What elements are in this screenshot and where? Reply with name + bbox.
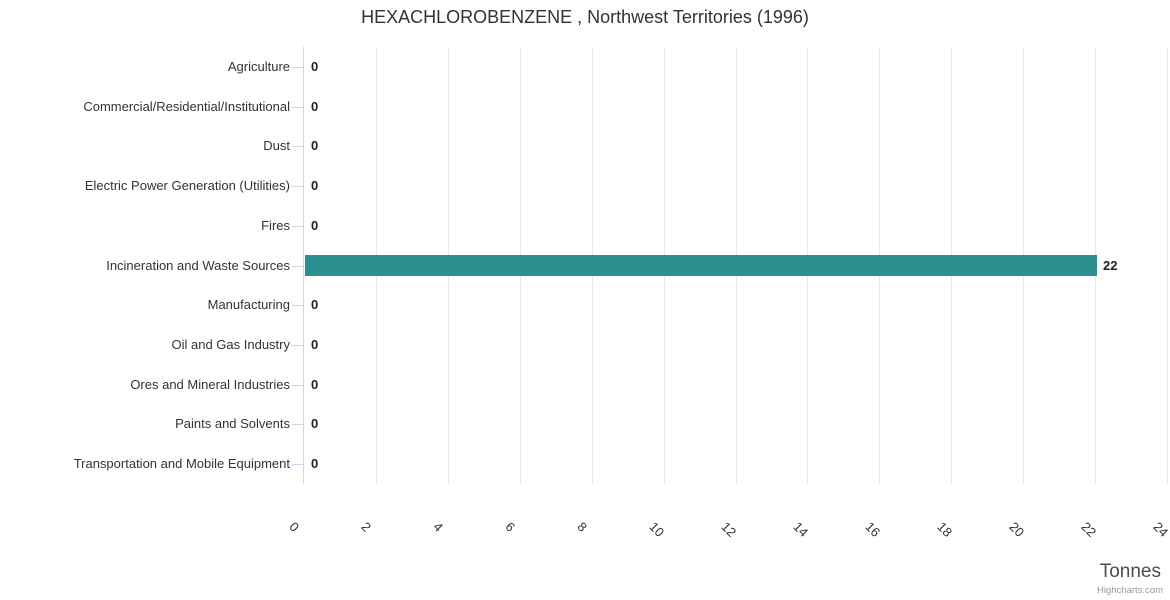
- bar[interactable]: [305, 255, 1097, 276]
- value-axis-tick-label: 20: [1006, 519, 1028, 540]
- highcharts-credit-link[interactable]: Highcharts.com: [1097, 585, 1163, 596]
- category-tick: [292, 66, 303, 68]
- bar-value-label: 0: [311, 336, 319, 352]
- category-tick: [292, 225, 303, 227]
- category-tick: [292, 265, 303, 267]
- value-axis-tick-label: 8: [574, 519, 591, 535]
- category-label: Electric Power Generation (Utilities): [84, 178, 290, 194]
- value-axis-tick-label: 4: [430, 519, 447, 535]
- value-axis-tick-label: 12: [718, 519, 740, 540]
- bar-value-label: 22: [1103, 257, 1118, 273]
- bar-value-label: 0: [311, 416, 319, 432]
- value-axis-tick-label: 18: [934, 519, 956, 540]
- category-tick: [292, 305, 303, 307]
- bar-value-label: 0: [311, 138, 319, 154]
- value-axis-labels: 0 2 4 6 8 10 12 14 16 18 20 22 24: [286, 519, 1170, 579]
- value-axis-title: Tonnes: [1099, 561, 1161, 582]
- value-axis-tick-label: 24: [1150, 519, 1170, 540]
- category-tick: [292, 384, 303, 386]
- bar-value-label: 0: [311, 376, 319, 392]
- value-axis-tick-label: 10: [646, 519, 668, 540]
- value-axis-tick-label: 22: [1078, 519, 1100, 540]
- category-tick: [292, 344, 303, 346]
- category-label: Paints and Solvents: [175, 416, 290, 432]
- category-tick: [292, 146, 303, 148]
- category-label: Fires: [261, 217, 290, 233]
- category-label: Dust: [263, 138, 290, 154]
- bar-value-label: 0: [311, 456, 319, 472]
- bar-value-label: 0: [311, 297, 319, 313]
- category-label: Agriculture: [227, 58, 290, 74]
- value-axis-tick-label: 0: [286, 519, 303, 535]
- bar-value-label: 0: [311, 178, 319, 194]
- category-tick: [292, 186, 303, 188]
- bar-value-label: 0: [311, 98, 319, 114]
- value-axis-tick-label: 14: [790, 519, 812, 540]
- category-label: Transportation and Mobile Equipment: [73, 456, 290, 472]
- value-axis-tick-label: 16: [862, 519, 884, 540]
- category-tick: [292, 424, 303, 426]
- plot-area: 0 0 0 0 0 22 0 0 0 0 0: [303, 47, 1168, 484]
- value-axis-tick-label: 6: [502, 519, 519, 535]
- category-tick: [292, 464, 303, 466]
- category-label: Oil and Gas Industry: [171, 336, 291, 352]
- category-tick: [292, 106, 303, 108]
- category-label: Ores and Mineral Industries: [130, 376, 290, 392]
- category-label: Manufacturing: [207, 297, 290, 313]
- category-label: Incineration and Waste Sources: [106, 257, 290, 273]
- bar-value-label: 0: [311, 217, 319, 233]
- gridline: [1167, 47, 1168, 484]
- value-axis-tick-label: 2: [358, 519, 375, 535]
- bar-value-label: 0: [311, 58, 319, 74]
- chart-title: HEXACHLOROBENZENE , Northwest Territorie…: [361, 7, 809, 27]
- category-axis: Agriculture Commercial/Residential/Instit…: [0, 47, 290, 484]
- category-label: Commercial/Residential/Institutional: [83, 98, 290, 114]
